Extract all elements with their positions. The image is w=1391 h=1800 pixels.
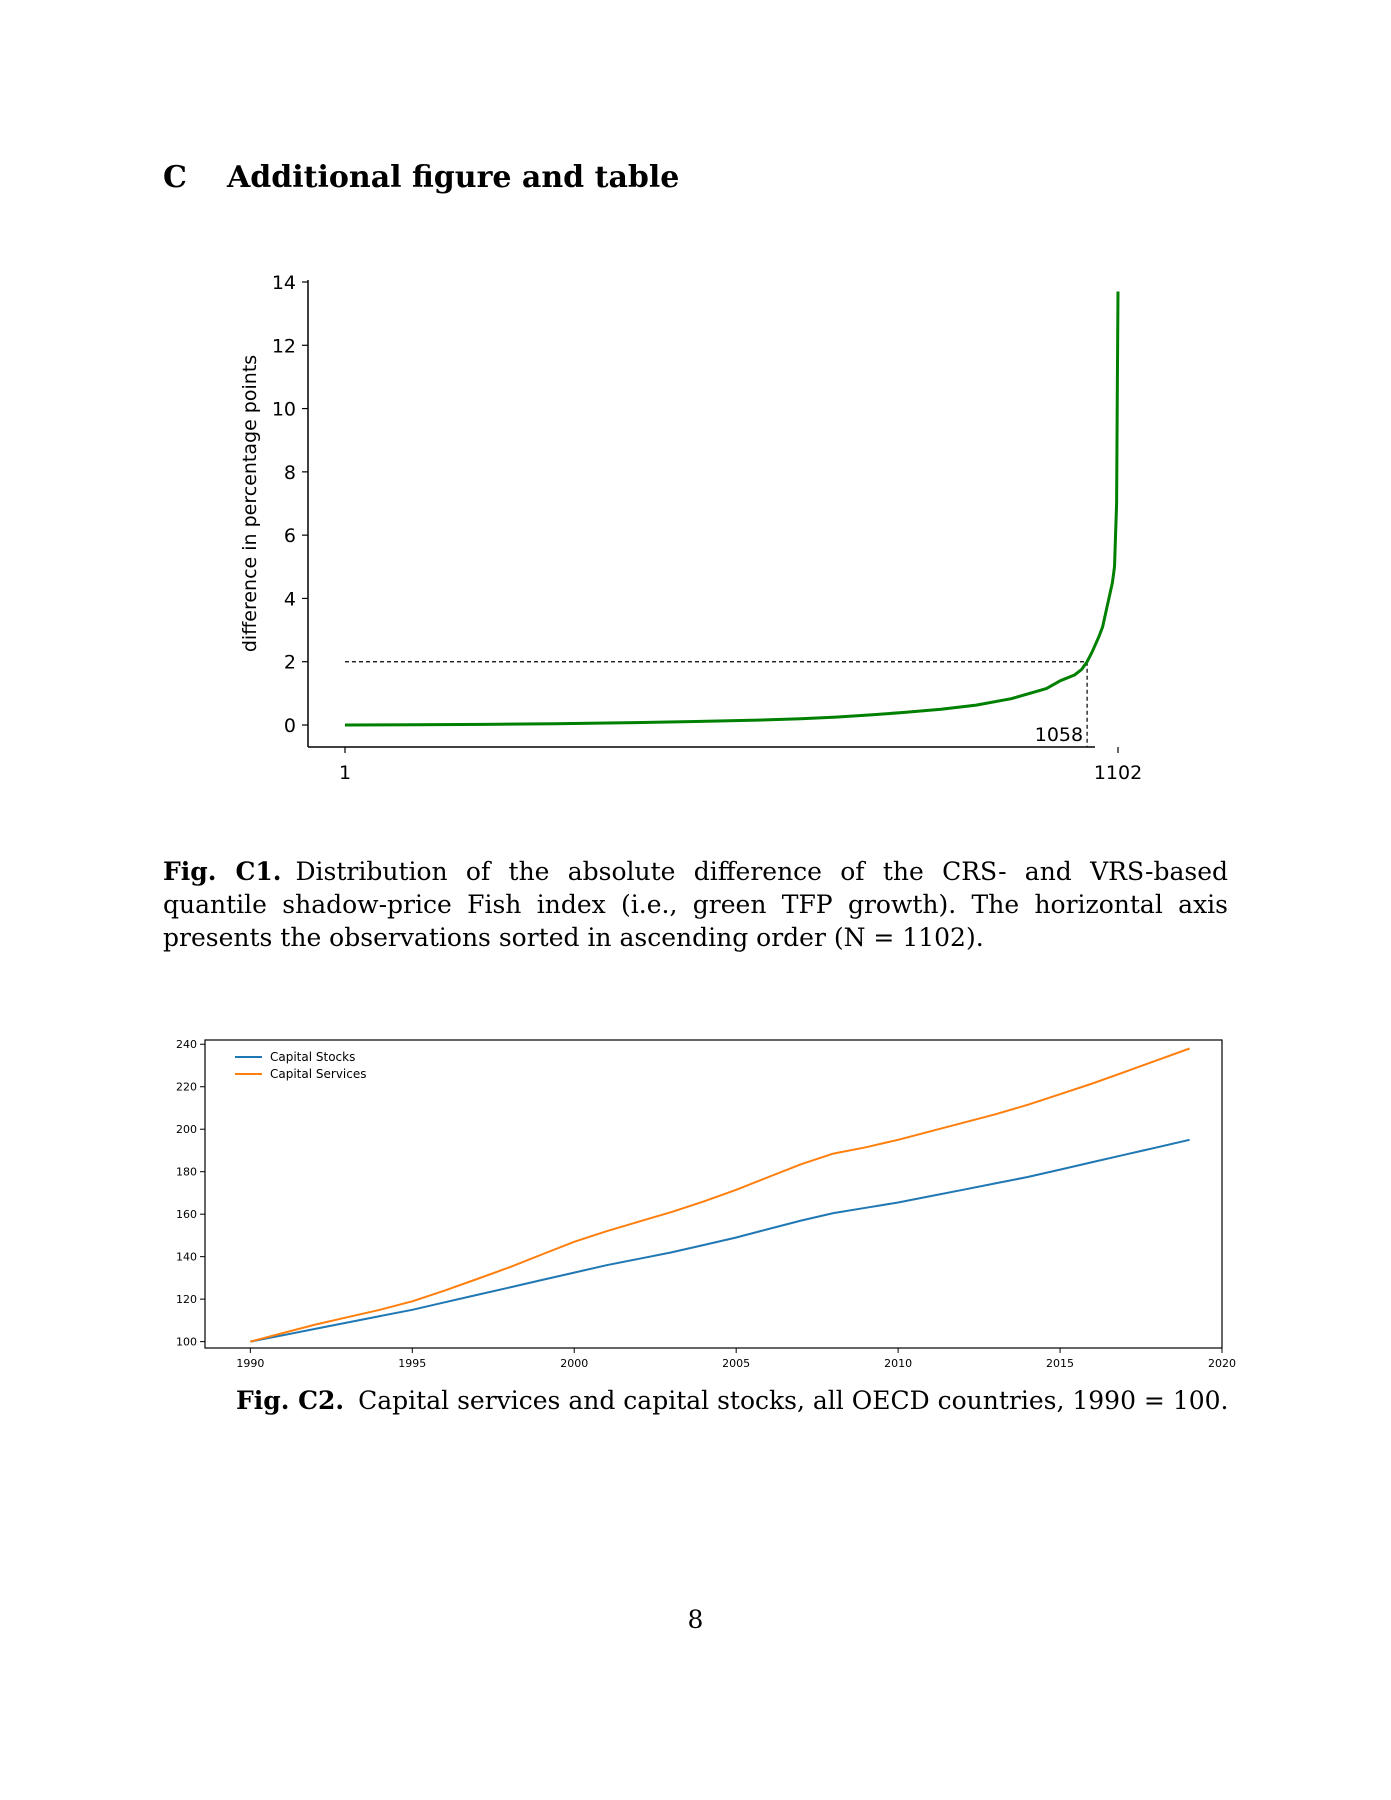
y-tick-label: 200 — [176, 1123, 197, 1136]
x-tick-label: 2010 — [884, 1357, 912, 1370]
y-tick-label: 10 — [272, 399, 296, 421]
legend-label-1: Capital Services — [270, 1067, 367, 1081]
y-tick-label: 14 — [272, 272, 296, 294]
figure-c2: 100 120 140 160 180 200 220 240 1990 1995 2000 2005… — [140, 1020, 1250, 1380]
series-line-0 — [344, 291, 1120, 727]
x-tick-label: 1 — [339, 762, 351, 784]
y-tick-label: 2 — [284, 652, 296, 674]
figure-c2-caption: Fig. C2. Capital services and capital sto… — [236, 1384, 1236, 1417]
section-title: Additional figure and table — [227, 160, 680, 195]
chart-c2: 100 120 140 160 180 200 220 240 1990 1995 2000 2005… — [176, 1038, 1236, 1370]
y-tick-label: 160 — [176, 1208, 197, 1221]
y-tick-label: 120 — [176, 1293, 197, 1306]
y-tick-label: 12 — [272, 335, 296, 357]
y-tick-label: 4 — [284, 588, 296, 610]
x-tick-label: 2020 — [1208, 1357, 1236, 1370]
y-tick-label: 140 — [176, 1251, 197, 1264]
x-tick-label: 2005 — [722, 1357, 750, 1370]
x-tick-label: 1990 — [236, 1357, 264, 1370]
legend-label-0: Capital Stocks — [270, 1050, 355, 1064]
section-heading: C Additional figure and table — [163, 160, 679, 195]
y-tick-label: 0 — [284, 715, 296, 737]
plot-frame — [204, 1039, 1223, 1349]
y-axis-label: difference in percentage points — [239, 355, 261, 652]
series-line-1 — [250, 1047, 1190, 1343]
figure-c1-caption-text: Distribution of the absolute difference … — [163, 857, 1229, 952]
figure-c1: 0 2 4 6 8 10 12 14 1 1102 difference in percentage… — [180, 255, 1180, 815]
figure-c2-caption-label: Fig. C2. — [236, 1386, 345, 1415]
chart-c1: 0 2 4 6 8 10 12 14 1 1102 difference in percentage… — [239, 272, 1142, 784]
x-tick-label: 1102 — [1094, 762, 1142, 784]
x-tick-label: 2015 — [1046, 1357, 1074, 1370]
y-tick-label: 180 — [176, 1166, 197, 1179]
figure-c1-caption: Fig. C1. Distribution of the absolute dif… — [163, 855, 1228, 954]
reference-label: 1058 — [1035, 724, 1083, 746]
y-tick-label: 100 — [176, 1336, 197, 1349]
y-tick-label: 220 — [176, 1081, 197, 1094]
page-number: 8 — [687, 1605, 704, 1634]
y-tick-label: 8 — [284, 462, 296, 484]
figure-c2-caption-text: Capital services and capital stocks, all… — [358, 1386, 1229, 1415]
series-line-0 — [250, 1138, 1190, 1343]
x-tick-label: 2000 — [560, 1357, 588, 1370]
y-tick-label: 240 — [176, 1038, 197, 1051]
section-number: C — [163, 160, 187, 195]
y-tick-label: 6 — [284, 525, 296, 547]
figure-c1-caption-label: Fig. C1. — [163, 857, 282, 886]
x-tick-label: 1995 — [398, 1357, 426, 1370]
